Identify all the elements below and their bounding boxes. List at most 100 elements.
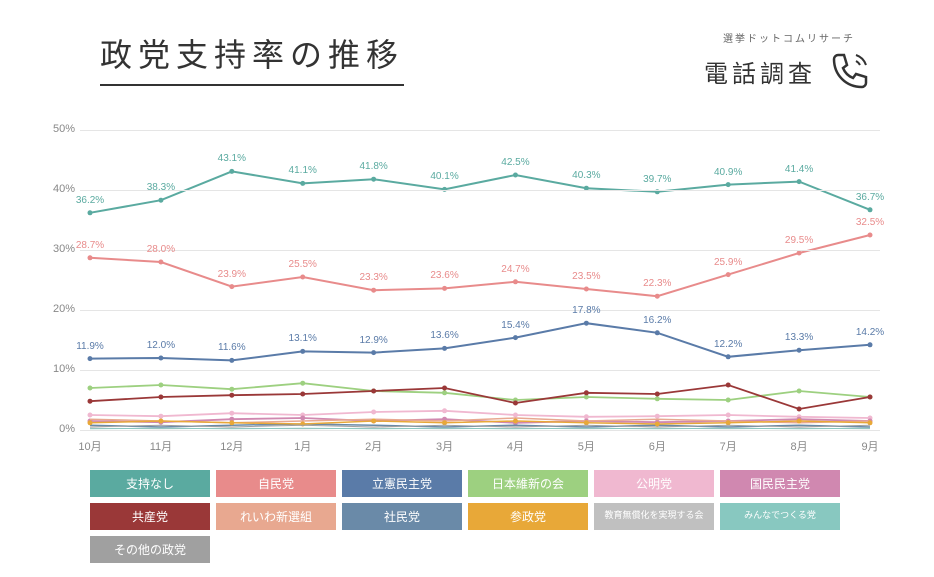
series-marker [158, 419, 163, 424]
data-label: 40.9% [714, 167, 742, 178]
series-marker [868, 420, 873, 425]
data-label: 32.5% [856, 217, 884, 228]
legend: 支持なし自民党立憲民主党日本維新の会公明党国民民主党共産党れいわ新選組社民党参政… [90, 470, 860, 563]
y-axis-label: 50% [35, 123, 75, 135]
grid-line [80, 190, 880, 191]
legend-item: みんなでつくる党 [720, 503, 840, 530]
data-label: 12.2% [714, 339, 742, 350]
data-label: 29.5% [785, 235, 813, 246]
x-axis-label: 4月 [482, 438, 548, 454]
series-marker [584, 390, 589, 395]
series-marker [88, 413, 93, 418]
data-label: 13.1% [289, 333, 317, 344]
x-axis-label: 12月 [199, 438, 265, 454]
series-marker [158, 356, 163, 361]
series-marker [868, 395, 873, 400]
series-line [90, 323, 870, 360]
survey-main-label: 電話調査 [704, 54, 816, 89]
data-label: 11.9% [76, 341, 104, 352]
data-label: 42.5% [501, 157, 529, 168]
x-axis-label: 7月 [695, 438, 761, 454]
legend-item: 公明党 [594, 470, 714, 497]
grid-line [80, 370, 880, 371]
legend-item: 社民党 [342, 503, 462, 530]
data-label: 43.1% [218, 153, 246, 164]
series-marker [868, 342, 873, 347]
legend-item: 日本維新の会 [468, 470, 588, 497]
data-label: 24.7% [501, 264, 529, 275]
chart-title: 政党支持率の推移 [100, 30, 404, 86]
data-label: 11.6% [218, 342, 246, 353]
survey-main-row: 電話調査 [704, 47, 874, 95]
series-marker [371, 389, 376, 394]
series-marker [442, 346, 447, 351]
data-label: 41.1% [289, 165, 317, 176]
series-marker [513, 279, 518, 284]
series-line [90, 383, 870, 400]
series-marker [726, 182, 731, 187]
series-marker [584, 321, 589, 326]
series-marker [88, 386, 93, 391]
series-marker [513, 401, 518, 406]
series-marker [797, 348, 802, 353]
data-label: 25.9% [714, 257, 742, 268]
data-label: 13.3% [785, 332, 813, 343]
data-label: 22.3% [643, 278, 671, 289]
series-marker [300, 422, 305, 427]
series-marker [868, 233, 873, 238]
series-marker [797, 407, 802, 412]
data-label: 28.0% [147, 244, 175, 255]
y-axis-label: 10% [35, 363, 75, 375]
series-marker [158, 395, 163, 400]
survey-subtitle: 選挙ドットコムリサーチ [704, 30, 874, 45]
series-marker [371, 410, 376, 415]
data-label: 15.4% [501, 320, 529, 331]
x-axis-label: 3月 [412, 438, 478, 454]
data-label: 28.7% [76, 240, 104, 251]
data-label: 23.3% [359, 272, 387, 283]
series-marker [584, 287, 589, 292]
data-label: 23.6% [430, 270, 458, 281]
series-marker [88, 399, 93, 404]
series-marker [300, 416, 305, 421]
series-marker [300, 381, 305, 386]
series-marker [797, 389, 802, 394]
series-marker [229, 387, 234, 392]
survey-block: 選挙ドットコムリサーチ 電話調査 [704, 30, 874, 95]
series-marker [655, 396, 660, 401]
series-marker [371, 419, 376, 424]
x-axis-label: 1月 [270, 438, 336, 454]
grid-line [80, 130, 880, 131]
series-marker [868, 207, 873, 212]
chart-svg [80, 130, 880, 430]
title-block: 政党支持率の推移 [100, 30, 404, 86]
series-marker [797, 251, 802, 256]
series-marker [229, 393, 234, 398]
series-marker [229, 358, 234, 363]
series-marker [229, 284, 234, 289]
series-marker [158, 198, 163, 203]
series-marker [726, 272, 731, 277]
series-marker [513, 173, 518, 178]
series-marker [584, 420, 589, 425]
legend-item: れいわ新選組 [216, 503, 336, 530]
series-marker [513, 419, 518, 424]
series-marker [726, 383, 731, 388]
phone-icon [826, 47, 874, 95]
data-label: 38.3% [147, 182, 175, 193]
grid-line [80, 250, 880, 251]
series-marker [300, 181, 305, 186]
legend-item: 教育無償化を実現する会 [594, 503, 714, 530]
series-marker [655, 330, 660, 335]
data-label: 25.5% [289, 259, 317, 270]
series-marker [797, 419, 802, 424]
data-label: 36.7% [856, 192, 884, 203]
series-line [90, 235, 870, 296]
x-axis-label: 8月 [766, 438, 832, 454]
legend-item: 立憲民主党 [342, 470, 462, 497]
legend-item: 自民党 [216, 470, 336, 497]
series-marker [655, 422, 660, 427]
data-label: 14.2% [856, 327, 884, 338]
series-marker [229, 420, 234, 425]
x-axis-label: 2月 [341, 438, 407, 454]
